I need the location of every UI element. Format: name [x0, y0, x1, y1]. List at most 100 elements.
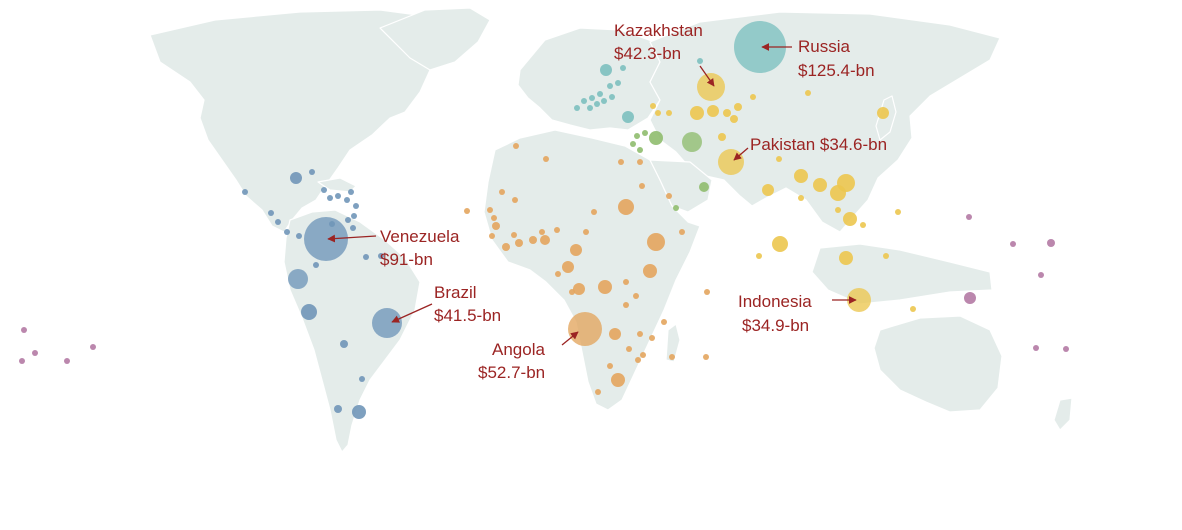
americas-country-bubble: [296, 233, 302, 239]
europe-central-asia-country-bubble: [601, 98, 607, 104]
indonesia-name: Indonesia: [738, 292, 812, 311]
asia-country-bubble: [690, 106, 704, 120]
americas-country-bubble: [301, 304, 317, 320]
americas-country-bubble: [359, 376, 365, 382]
asia-country-bubble: [718, 133, 726, 141]
americas-country-bubble: [344, 197, 350, 203]
middle-east-country-bubble: [673, 205, 679, 211]
africa-country-bubble: [669, 354, 675, 360]
africa-country-bubble: [623, 279, 629, 285]
americas-country-bubble: [351, 213, 357, 219]
africa-country-bubble: [491, 215, 497, 221]
pacific-country-bubble: [21, 327, 27, 333]
africa-country-bubble: [704, 289, 710, 295]
africa-country-bubble: [464, 208, 470, 214]
africa-country-bubble: [703, 354, 709, 360]
middle-east-country-bubble: [682, 132, 702, 152]
americas-country-bubble: [327, 195, 333, 201]
asia-country-bubble: [750, 94, 756, 100]
bubble-layer: [19, 21, 1069, 419]
africa-country-bubble: [513, 143, 519, 149]
russia-name: Russia: [798, 37, 851, 56]
americas-country-bubble: [288, 269, 308, 289]
africa-country-bubble: [529, 236, 537, 244]
europe-central-asia-country-bubble: [589, 95, 595, 101]
pacific-country-bubble: [1033, 345, 1039, 351]
africa-country-bubble: [666, 193, 672, 199]
annotation-labels: Russia $125.4-bn Kazakhstan $42.3-bn Pak…: [380, 21, 887, 382]
asia-country-bubble: [843, 212, 857, 226]
middle-east-country-bubble: [649, 131, 663, 145]
africa-country-bubble: [626, 346, 632, 352]
africa-country-bubble: [511, 232, 517, 238]
africa-country-bubble: [679, 229, 685, 235]
middle-east-country-bubble: [699, 182, 709, 192]
asia-country-bubble: [776, 156, 782, 162]
asia-country-bubble: [655, 110, 661, 116]
pakistan-label: Pakistan $34.6-bn: [750, 135, 887, 154]
angola-bubble: [568, 312, 602, 346]
africa-country-bubble: [540, 235, 550, 245]
africa-country-bubble: [569, 289, 575, 295]
americas-country-bubble: [329, 221, 335, 227]
americas-country-bubble: [313, 262, 319, 268]
africa-country-bubble: [591, 209, 597, 215]
americas-country-bubble: [353, 203, 359, 209]
americas-country-bubble: [290, 172, 302, 184]
indonesia-amount: $34.9-bn: [742, 316, 809, 335]
africa-country-bubble: [555, 271, 561, 277]
africa-country-bubble: [643, 264, 657, 278]
africa-country-bubble: [633, 293, 639, 299]
land-layer: [149, 7, 1073, 453]
africa-country-bubble: [647, 233, 665, 251]
arabia-landmass: [649, 159, 713, 213]
russia-bubble: [734, 21, 786, 73]
asia-country-bubble: [830, 185, 846, 201]
pacific-country-bubble: [19, 358, 25, 364]
africa-country-bubble: [554, 227, 560, 233]
asia-country-bubble: [798, 195, 804, 201]
brazil-name: Brazil: [434, 283, 477, 302]
americas-country-bubble: [363, 254, 369, 260]
venezuela-amount: $91-bn: [380, 250, 433, 269]
middle-east-country-bubble: [637, 147, 643, 153]
europe-central-asia-country-bubble: [622, 111, 634, 123]
asia-country-bubble: [910, 306, 916, 312]
russia-amount: $125.4-bn: [798, 61, 875, 80]
africa-country-bubble: [609, 328, 621, 340]
brazil-amount: $41.5-bn: [434, 306, 501, 325]
venezuela-name: Venezuela: [380, 227, 460, 246]
africa-country-bubble: [502, 243, 510, 251]
europe-central-asia-country-bubble: [597, 91, 603, 97]
africa-country-bubble: [515, 239, 523, 247]
africa-country-bubble: [573, 283, 585, 295]
americas-country-bubble: [340, 340, 348, 348]
asia-country-bubble: [707, 105, 719, 117]
asia-country-bubble: [772, 236, 788, 252]
africa-country-bubble: [512, 197, 518, 203]
asia-country-bubble: [883, 253, 889, 259]
africa-country-bubble: [611, 373, 625, 387]
africa-country-bubble: [543, 156, 549, 162]
africa-country-bubble: [583, 229, 589, 235]
asia-country-bubble: [839, 251, 853, 265]
americas-country-bubble: [334, 405, 342, 413]
americas-country-bubble: [309, 169, 315, 175]
africa-landmass: [483, 129, 701, 411]
pacific-country-bubble: [32, 350, 38, 356]
asia-country-bubble: [860, 222, 866, 228]
australia-landmass: [873, 315, 1003, 413]
americas-country-bubble: [242, 189, 248, 195]
africa-country-bubble: [562, 261, 574, 273]
asia-country-bubble: [805, 90, 811, 96]
americas-country-bubble: [284, 229, 290, 235]
africa-country-bubble: [639, 183, 645, 189]
americas-country-bubble: [275, 219, 281, 225]
annotation-leaders: [327, 43, 857, 346]
europe-central-asia-country-bubble: [581, 98, 587, 104]
pacific-country-bubble: [1047, 239, 1055, 247]
africa-country-bubble: [598, 280, 612, 294]
africa-country-bubble: [489, 233, 495, 239]
pacific-country-bubble: [964, 292, 976, 304]
